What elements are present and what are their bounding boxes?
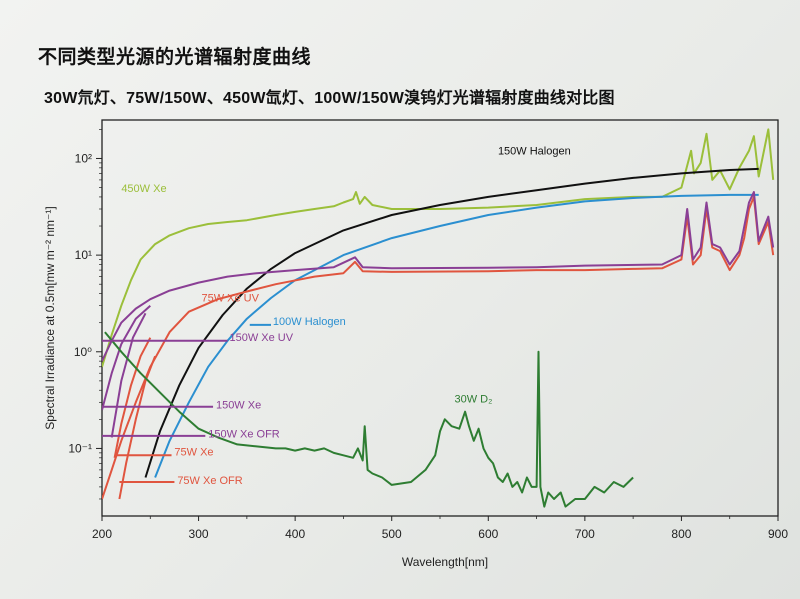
page-title: 不同类型光源的光谱辐射度曲线 <box>38 47 312 68</box>
series-line-75w-xe-ofr <box>118 355 157 500</box>
y-tick-label: 10⁰ <box>74 345 92 359</box>
y-tick-label: 10⁻¹ <box>68 441 92 455</box>
series-label-450w-xe: 450W Xe <box>121 183 166 195</box>
series-label-75w-xe-uv: 75W Xe UV <box>201 293 259 305</box>
series-line-30w-d <box>104 331 634 508</box>
y-tick-label: 10¹ <box>75 248 92 262</box>
series-line-75w-xe <box>113 337 152 458</box>
page-subtitle: 30W氘灯、75W/150W、450W氙灯、100W/150W溴钨灯光谱辐射度曲… <box>44 90 615 107</box>
series-line-150w-xe <box>102 304 151 411</box>
x-tick-label: 700 <box>575 527 595 541</box>
y-axis-label: Spectral Irradiance at 0.5m[mw m⁻² nm⁻¹] <box>43 206 57 429</box>
x-axis-ticks: 200 300 400 500 600 700 800 900 <box>92 516 788 541</box>
series-line-75w-xe-uv <box>102 195 775 500</box>
series-label-150w-xe-ofr: 150W Xe OFR <box>208 428 280 440</box>
x-tick-label: 900 <box>768 527 788 541</box>
series-label-75w-xe-ofr: 75W Xe OFR <box>177 475 242 487</box>
series-line-100w-halogen <box>154 193 759 478</box>
x-tick-label: 200 <box>92 527 112 541</box>
series-line-450w-xe <box>102 128 775 368</box>
series-line-150w-xe-uv <box>102 191 775 362</box>
series-label-150w-xe-uv: 150W Xe UV <box>229 332 293 344</box>
series-labels: 450W Xe 150W Halogen 100W Halogen 75W Xe UV… <box>102 145 571 487</box>
x-tick-label: 500 <box>382 527 402 541</box>
x-tick-label: 300 <box>189 527 209 541</box>
series-label-150w-xe: 150W Xe <box>216 399 261 411</box>
series-label-75w-xe: 75W Xe <box>174 446 213 458</box>
series-label-30w-d: 30W D₂ <box>454 393 492 405</box>
x-tick-label: 800 <box>671 527 691 541</box>
series-label-100w-halogen: 100W Halogen <box>273 316 346 328</box>
series-label-150w-halogen: 150W Halogen <box>498 145 571 157</box>
y-tick-label: 10² <box>75 151 92 165</box>
series-line-150w-halogen <box>144 167 759 478</box>
y-axis-ticks: 10⁻¹ 10⁰ 10¹ 10² <box>68 129 102 500</box>
x-tick-label: 600 <box>478 527 498 541</box>
x-axis-label: Wavelength[nm] <box>402 555 488 569</box>
series-layer <box>102 128 775 508</box>
x-tick-label: 400 <box>285 527 305 541</box>
